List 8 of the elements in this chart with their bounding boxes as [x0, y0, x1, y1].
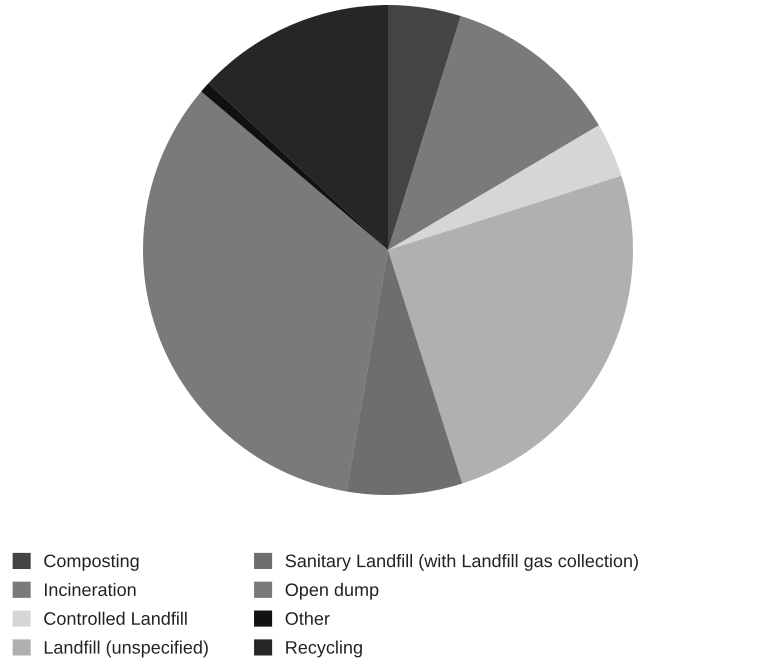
legend-label: Incineration: [45, 582, 136, 596]
legend-label: Recycling: [286, 640, 362, 658]
legend-label: Landfill (unspecified): [44, 640, 208, 658]
legend-label: Composting: [44, 554, 139, 571]
legend-label: Sanitary Landfill (with Landfill gas collection): [286, 554, 638, 571]
legend-label: Controlled Landfill: [44, 612, 187, 625]
legend-label: Other: [286, 612, 330, 625]
legend-label: Open dump: [286, 582, 378, 600]
